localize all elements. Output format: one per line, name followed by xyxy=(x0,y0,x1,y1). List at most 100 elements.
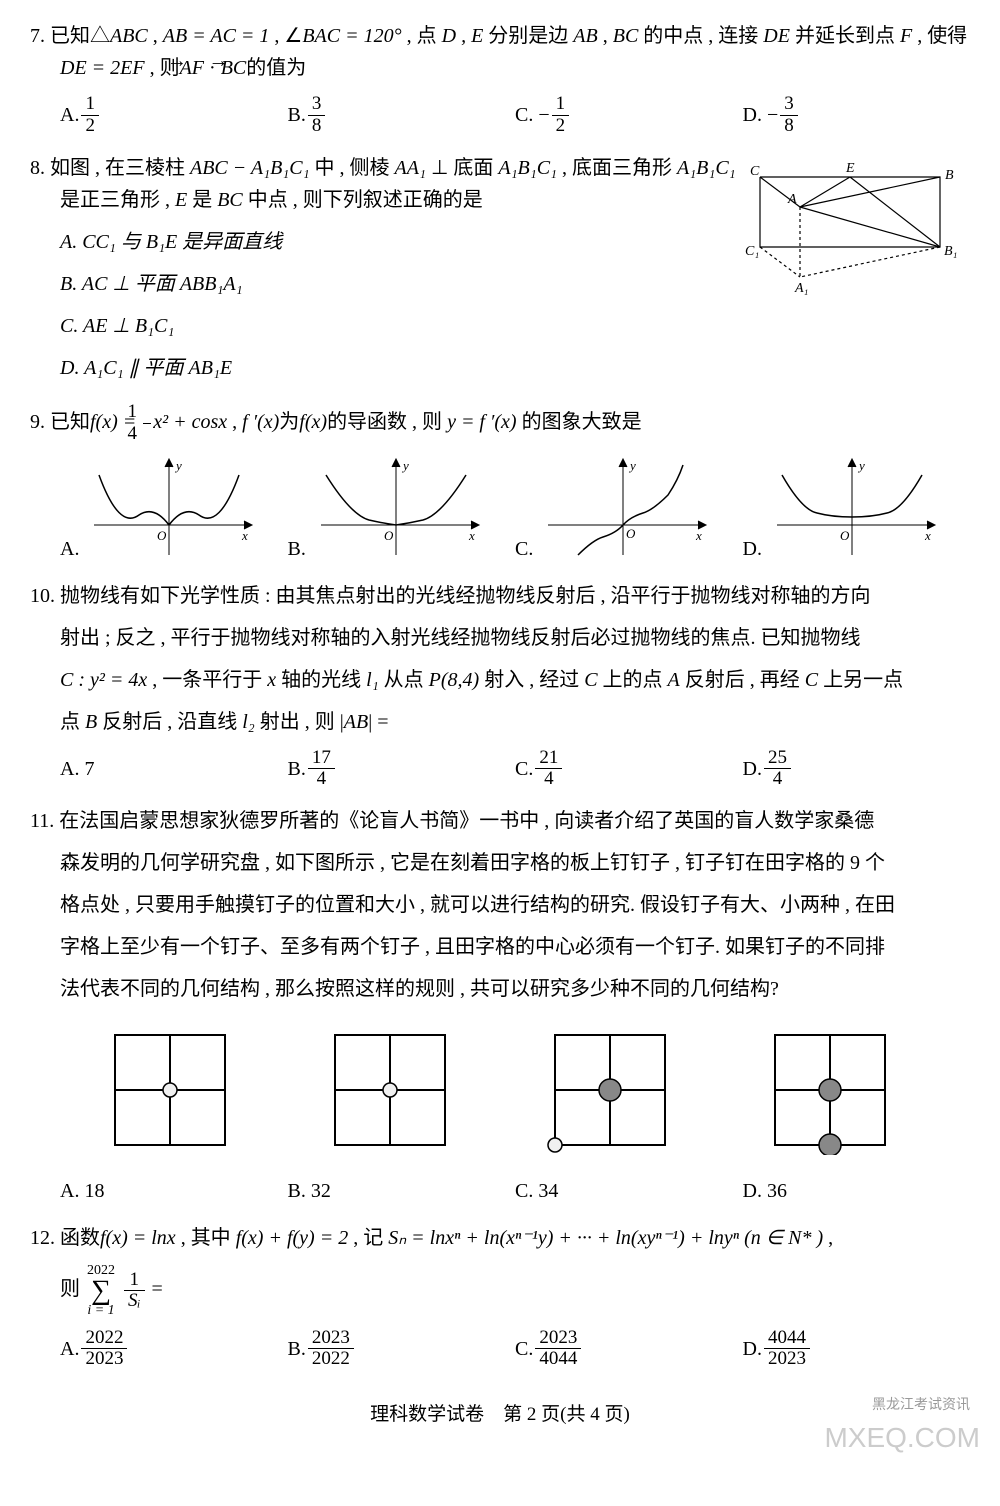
t: f ′(x) xyxy=(242,411,279,433)
t: , 使得 xyxy=(912,25,967,47)
graph-d: D. O x y xyxy=(743,455,971,565)
q10-l2: 射出 ; 反之 , 平行于抛物线对称轴的入射光线经抛物线反射后必过抛物线的焦点.… xyxy=(30,622,970,654)
t: A xyxy=(668,669,680,691)
sigma: ∑ xyxy=(87,1278,115,1303)
t: , 底面三角形 xyxy=(557,157,677,179)
l: B. xyxy=(288,99,306,131)
question-10: 10. 抛物线有如下光学性质 : 由其焦点射出的光线经抛物线反射后 , 沿平行于… xyxy=(30,580,970,791)
q11-options: A. 18 B. 32 C. 34 D. 36 xyxy=(30,1175,970,1207)
l: C. xyxy=(515,533,533,565)
t: DE xyxy=(763,25,790,47)
t: , 记 xyxy=(348,1227,388,1249)
t: , xyxy=(148,25,163,47)
d: 4 xyxy=(764,769,791,790)
opt-a: A. 20222023 xyxy=(60,1328,288,1371)
t: 中点 , 则下列叙述正确的是 xyxy=(243,189,483,211)
q8-opt-b: B. AC ⊥ 平面 ABB₁A₁ xyxy=(30,268,740,300)
y: y xyxy=(401,458,409,473)
opt-b: B. 38 xyxy=(288,94,516,137)
t: C : y² = 4x xyxy=(60,669,147,691)
n: 3 xyxy=(780,94,798,116)
opt-d: D. 254 xyxy=(743,748,971,791)
l: A. xyxy=(60,99,79,131)
q11-grids xyxy=(30,1015,970,1165)
t: AA₁ xyxy=(395,157,426,179)
n: 1 xyxy=(143,402,151,424)
graph-c: C. O x y xyxy=(515,455,743,565)
t: ABC − A₁B₁C₁ xyxy=(190,157,310,179)
opt-b: B. 174 xyxy=(288,748,516,791)
curve-a: O x y xyxy=(84,455,254,565)
y: y xyxy=(857,458,865,473)
lbl-c: C xyxy=(750,164,760,179)
question-11: 11. 在法国启蒙思想家狄德罗所著的《论盲人书简》一书中 , 向读者介绍了英国的… xyxy=(30,805,970,1207)
lbl-c1: C₁ xyxy=(745,244,759,259)
d: 4 xyxy=(308,769,335,790)
t: 从点 xyxy=(379,669,429,691)
t: , xyxy=(227,411,242,433)
q12-l2: 则 2022 ∑ i = 1 1Sᵢ = xyxy=(30,1264,970,1317)
d: 4 xyxy=(143,424,151,445)
curve-d: O x y xyxy=(767,455,937,565)
o: O xyxy=(626,526,636,541)
opt-d: D. − 38 xyxy=(743,94,971,137)
t: 则 xyxy=(60,1279,85,1301)
t: ⊥ 底面 xyxy=(426,157,498,179)
t: , 一条平行于 xyxy=(147,669,267,691)
t: 为 xyxy=(279,411,299,433)
t: 的中点 , 连接 xyxy=(638,25,763,47)
graph-b: B. O x y xyxy=(288,455,516,565)
y: y xyxy=(628,458,636,473)
grid-1 xyxy=(105,1025,235,1155)
graph-a: A. O x y xyxy=(60,455,288,565)
d: 2023 xyxy=(764,1349,810,1370)
t: AB = AC = 1 xyxy=(163,25,270,47)
t: C xyxy=(584,669,597,691)
corner-watermark: MXEQ.COM xyxy=(824,1416,980,1461)
n: 3 xyxy=(308,94,326,116)
d: 2022 xyxy=(308,1349,354,1370)
opt-a: A. 7 xyxy=(60,748,288,791)
t: BAC = 120° xyxy=(302,25,401,47)
y: y xyxy=(174,458,182,473)
opt-b: B. 20232022 xyxy=(288,1328,516,1371)
q11-l5: 法代表不同的几何结构 , 那么按照这样的规则 , 共可以研究多少种不同的几何结构… xyxy=(30,973,970,1005)
d: 4 xyxy=(535,769,562,790)
t: f(x) xyxy=(299,411,327,433)
q11-l1: 11. 在法国启蒙思想家狄德罗所著的《论盲人书简》一书中 , 向读者介绍了英国的… xyxy=(30,805,970,837)
n: 1 xyxy=(124,1270,145,1292)
question-9: 9. 已知f(x) = 14x² + cosx , f ′(x)为f(x)的导函… xyxy=(30,402,970,565)
l: D. xyxy=(743,1333,762,1365)
t: | = xyxy=(368,711,388,733)
l: B. xyxy=(288,753,306,785)
t: AB xyxy=(344,711,368,733)
opt-c: C. 20234044 xyxy=(515,1328,743,1371)
t: 轴的光线 xyxy=(276,669,366,691)
q7-stem: 7. 已知△ABC , AB = AC = 1 , ∠BAC = 120° , … xyxy=(30,20,970,84)
lbl-b: B xyxy=(945,168,954,183)
opt-b: B. 32 xyxy=(288,1175,516,1207)
t: 9. 已知 xyxy=(30,411,90,433)
q7-options: A. 12 B. 38 C. − 12 D. − 38 xyxy=(30,94,970,137)
sum-icon: 2022 ∑ i = 1 xyxy=(87,1264,115,1317)
t: f(x) + f(y) = 2 xyxy=(236,1227,349,1249)
grid-3 xyxy=(545,1025,675,1155)
t: 分别是边 xyxy=(483,25,573,47)
d: 2023 xyxy=(81,1349,127,1370)
t: 反射后 , 再经 xyxy=(680,669,805,691)
t: f(x) = lnx xyxy=(100,1227,176,1249)
l: B. xyxy=(288,533,306,565)
n: 1 xyxy=(81,94,99,116)
t: = xyxy=(152,1279,163,1301)
opt-a: A. 18 xyxy=(60,1175,288,1207)
q10-l4: 点 B 反射后 , 沿直线 l₂ 射出 , 则 |AB| = xyxy=(30,706,970,738)
q8-opt-c: C. AE ⊥ B₁C₁ xyxy=(30,310,740,342)
n: 2022 xyxy=(81,1328,127,1350)
t: F xyxy=(900,25,912,47)
corner-watermark-2: 黑龙江考试资讯 xyxy=(872,1393,970,1415)
t: y = f ′(x) xyxy=(447,411,517,433)
t: E xyxy=(175,189,187,211)
t: , xyxy=(823,1227,833,1249)
l: B. xyxy=(288,1333,306,1365)
t: 的导函数 , 则 xyxy=(327,411,447,433)
